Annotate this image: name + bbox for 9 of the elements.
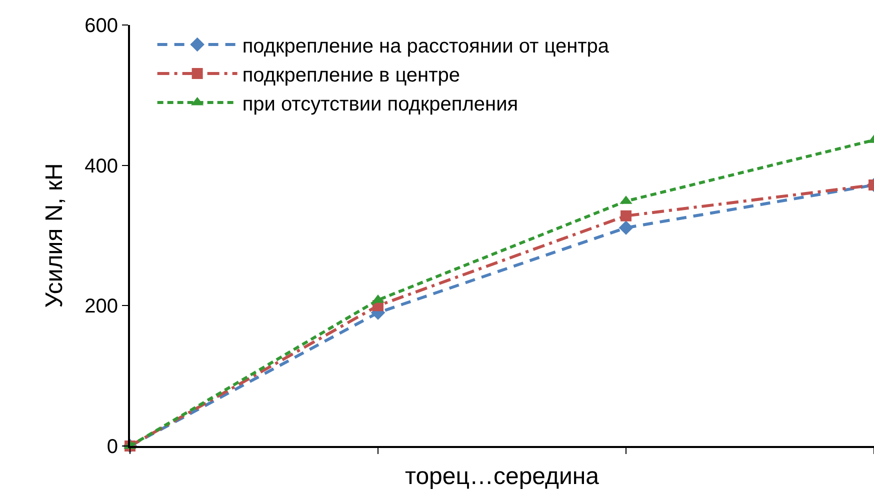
y-axis-title: Усилия N, кН bbox=[41, 163, 68, 308]
y-tick-label: 400 bbox=[84, 155, 118, 178]
legend-label: при отсутствии подкрепления bbox=[242, 93, 518, 116]
x-axis-title: торец…середина bbox=[404, 462, 600, 490]
y-tick-label: 0 bbox=[106, 436, 118, 458]
legend-label: подкрепление в центре bbox=[242, 64, 460, 86]
legend-label: подкрепление на расстоянии от центра bbox=[242, 35, 610, 58]
y-tick-label: 200 bbox=[84, 296, 118, 318]
y-tick-label: 600 bbox=[84, 15, 118, 37]
